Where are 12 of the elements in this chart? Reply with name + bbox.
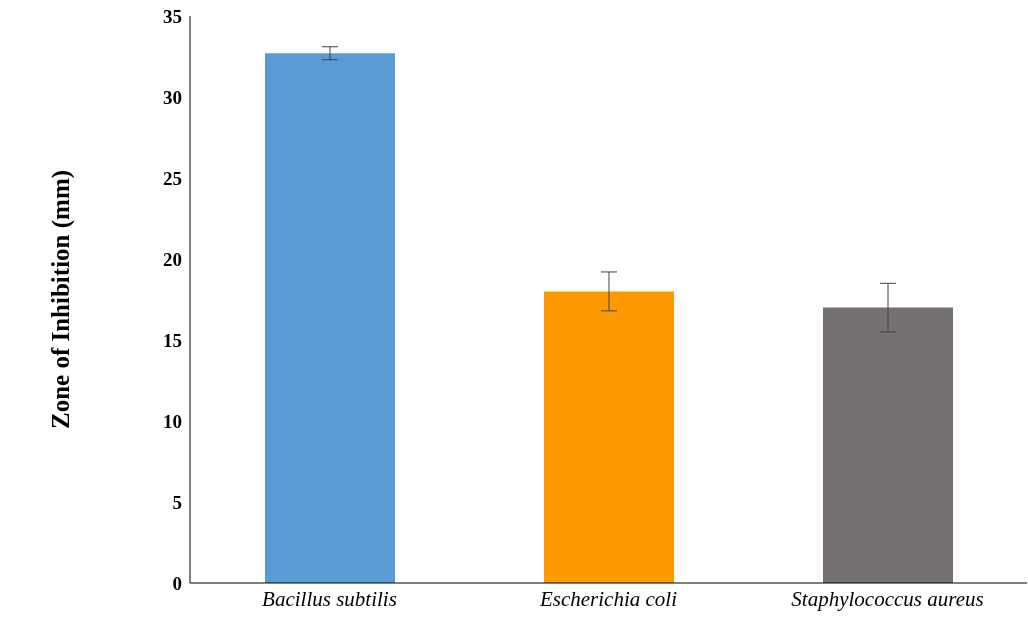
y-tick-label: 30 — [163, 86, 182, 108]
y-tick-label: 10 — [163, 410, 182, 432]
y-tick-label: 20 — [163, 248, 182, 270]
y-tick-label: 35 — [163, 5, 182, 27]
y-axis-title: Zone of Inhibition (mm) — [46, 169, 75, 430]
x-tick-label: Escherichia coli — [538, 586, 678, 611]
x-tick-label: Staphylococcus aureus — [791, 586, 984, 611]
y-tick-label: 25 — [163, 167, 182, 189]
y-tick-label: 5 — [172, 491, 182, 513]
x-tick-label: Bacillus subtilis — [262, 586, 397, 611]
y-tick-label: 15 — [163, 329, 182, 351]
y-tick-label: 0 — [172, 572, 182, 594]
